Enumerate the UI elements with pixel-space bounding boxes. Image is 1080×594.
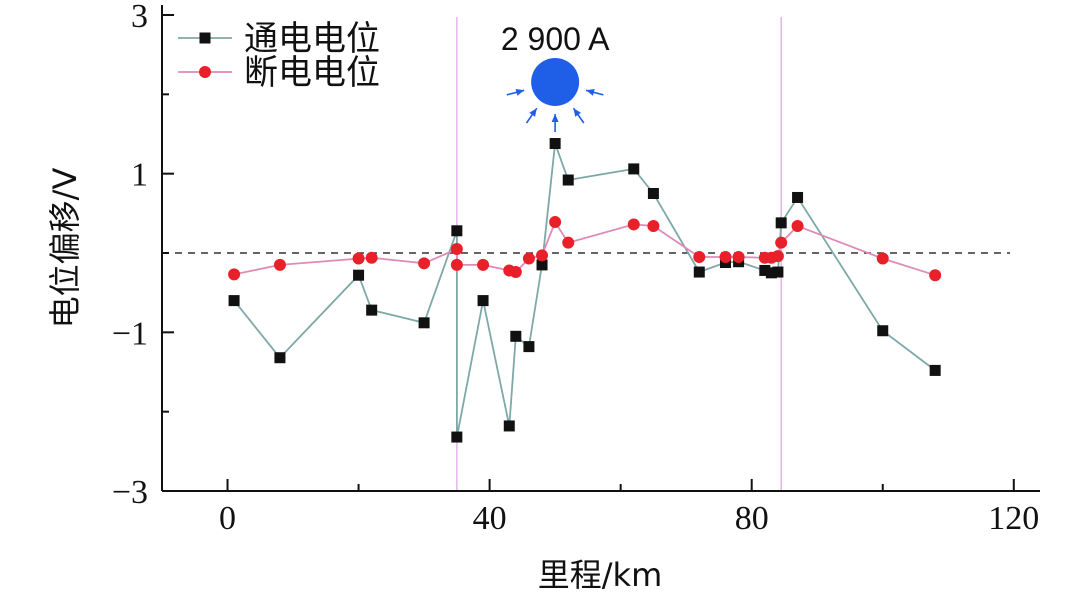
data-point-circle xyxy=(522,252,535,265)
data-point-square xyxy=(418,317,430,329)
x-tick-label: 40 xyxy=(473,500,507,537)
data-point-square xyxy=(765,267,777,279)
legend-marker-square xyxy=(199,32,211,44)
data-point-square xyxy=(451,431,463,443)
series-line-1 xyxy=(233,143,936,438)
data-point-circle xyxy=(647,220,660,233)
data-point-circle xyxy=(775,236,788,249)
arrow-head xyxy=(515,88,525,96)
arrow-head xyxy=(573,108,581,117)
data-point-circle xyxy=(536,249,549,262)
data-point-square xyxy=(929,364,941,376)
arrow-head xyxy=(529,108,537,117)
data-point-circle xyxy=(418,257,431,270)
data-point-square xyxy=(503,420,515,432)
legend-label: 通电电位 xyxy=(244,19,380,59)
data-point-square xyxy=(877,325,889,337)
data-point-square xyxy=(775,217,787,229)
data-point-circle xyxy=(562,236,575,249)
y-tick-label: −1 xyxy=(112,315,148,352)
data-point-square xyxy=(274,352,286,364)
current-annotation: 2 900 A xyxy=(501,21,610,132)
data-point-circle xyxy=(273,258,286,271)
data-point-circle xyxy=(627,218,640,231)
current-source-icon xyxy=(531,58,580,106)
data-point-square xyxy=(792,191,804,203)
legend-marker-circle xyxy=(199,66,211,78)
data-point-square xyxy=(451,225,463,237)
y-tick-label: 1 xyxy=(131,157,148,194)
x-tick-label: 120 xyxy=(988,500,1039,537)
data-point-circle xyxy=(732,250,745,263)
data-point-circle xyxy=(929,269,942,282)
data-point-square xyxy=(562,174,574,186)
series-layer xyxy=(228,138,942,443)
data-point-circle xyxy=(450,243,463,256)
data-point-square xyxy=(759,264,771,276)
data-point-square xyxy=(510,330,522,342)
data-point-square xyxy=(693,266,705,278)
y-tick-label: 3 xyxy=(131,0,148,35)
data-point-circle xyxy=(771,250,784,263)
data-point-circle xyxy=(509,266,522,279)
data-point-square xyxy=(523,341,535,353)
x-tick-label: 0 xyxy=(219,500,236,537)
data-point-circle xyxy=(693,250,706,263)
data-point-circle xyxy=(352,252,365,265)
data-point-circle xyxy=(450,258,463,271)
y-axis-title: 电位偏移/V xyxy=(46,168,84,329)
data-point-circle xyxy=(365,251,378,264)
data-point-square xyxy=(477,295,489,307)
data-point-square xyxy=(366,304,378,316)
data-point-square xyxy=(536,259,548,271)
data-point-square xyxy=(353,269,365,281)
x-tick-label: 80 xyxy=(735,500,769,537)
y-tick-label: −3 xyxy=(112,474,148,511)
data-point-square xyxy=(549,138,561,150)
data-point-circle xyxy=(228,268,241,281)
annotation-label: 2 900 A xyxy=(501,21,610,57)
arrow-head xyxy=(586,88,595,96)
data-point-square xyxy=(628,163,640,175)
arrow-head xyxy=(551,114,559,122)
legend-label: 断电电位 xyxy=(244,53,380,93)
data-point-circle xyxy=(719,250,732,263)
data-point-circle xyxy=(876,252,889,265)
data-point-circle xyxy=(549,216,562,229)
axes: −3 −1 1 3 0 40 80 120 xyxy=(112,0,1040,537)
data-point-square xyxy=(228,295,240,307)
data-point-circle xyxy=(477,258,490,271)
data-point-square xyxy=(647,188,659,199)
x-axis-title: 里程/km xyxy=(538,556,663,594)
data-point-circle xyxy=(791,220,804,233)
data-point-square xyxy=(772,266,784,278)
